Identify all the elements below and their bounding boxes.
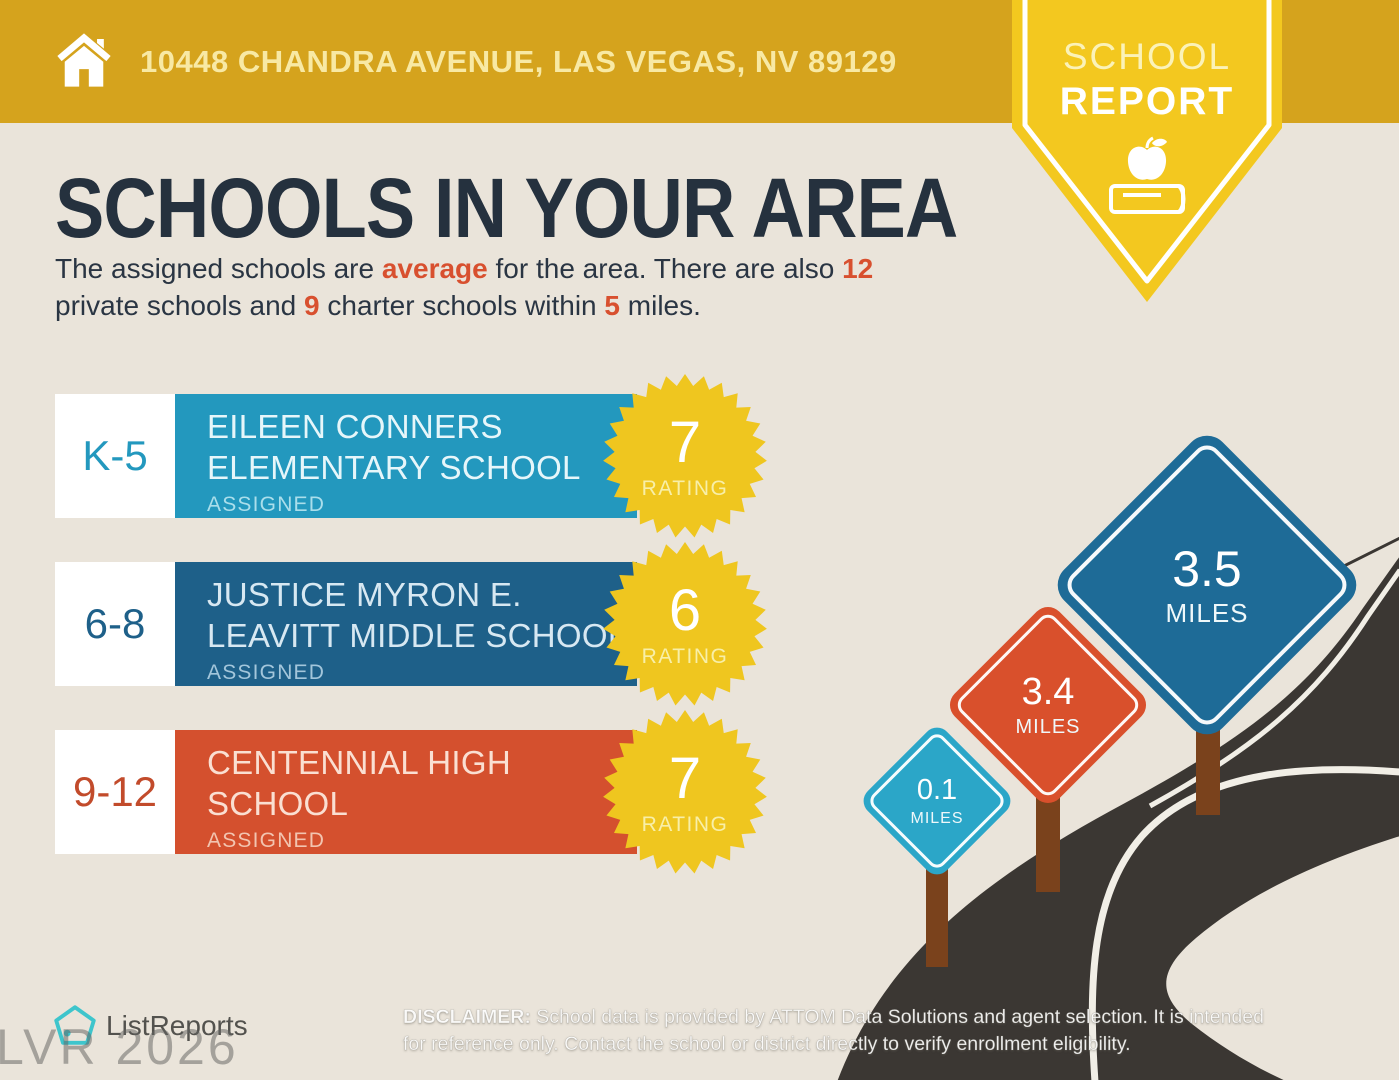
grade-range: 9-12 <box>55 730 175 854</box>
distance-sign-far: 3.5 MILES <box>1048 426 1366 744</box>
intro-text: miles. <box>620 290 701 322</box>
disclaimer-label: DISCLAIMER: <box>403 1006 531 1029</box>
disclaimer-line1: DISCLAIMER: School data is provided by A… <box>403 1006 1264 1029</box>
rating-badge: 7 RATING <box>603 710 767 874</box>
intro-highlight-average: average <box>381 253 488 284</box>
intro-text: charter schools within <box>319 290 605 322</box>
distance-value: 3.4 <box>1021 671 1075 713</box>
school-name-line1: CENTENNIAL HIGH <box>207 744 511 781</box>
school-name-line2: SCHOOL <box>207 784 349 822</box>
distance-value: 3.5 <box>1172 541 1242 597</box>
disclaimer-line2: for reference only. Contact the school o… <box>403 1032 1131 1055</box>
school-name-line1: JUSTICE MYRON E. <box>207 576 522 613</box>
property-address: 10448 CHANDRA AVENUE, LAS VEGAS, NV 8912… <box>140 43 897 79</box>
ribbon-title-line2: REPORT <box>1059 80 1235 123</box>
logo-wordmark: ListReports <box>106 1010 248 1041</box>
rating-badge: 6 RATING <box>603 542 767 706</box>
rating-value: 7 <box>668 409 702 475</box>
assigned-label: ASSIGNED <box>207 661 326 685</box>
intro-highlight-miles: 5 <box>604 290 620 322</box>
distance-value: 0.1 <box>916 773 958 806</box>
rating-value: 6 <box>668 577 702 643</box>
apple-books-icon <box>1109 136 1186 214</box>
assigned-label: ASSIGNED <box>207 829 326 853</box>
school-name-line2: ELEMENTARY SCHOOL <box>207 448 581 486</box>
school-row-high: 9-12 CENTENNIAL HIGH SCHOOL ASSIGNED 7 R… <box>55 710 785 874</box>
grade-range: 6-8 <box>55 562 175 686</box>
intro-text: for the area. There are also <box>487 253 843 284</box>
rating-label: RATING <box>641 476 729 500</box>
intro-highlight-private-count: 12 <box>842 253 874 284</box>
school-row-elementary: K-5 EILEEN CONNERS ELEMENTARY SCHOOL ASS… <box>55 374 785 538</box>
intro-paragraph: The assigned schools are average for the… <box>55 250 1015 324</box>
house-icon <box>57 33 111 87</box>
sign-post <box>926 845 948 967</box>
distance-unit: MILES <box>1015 716 1081 738</box>
rating-value: 7 <box>668 745 702 811</box>
ribbon-content: SCHOOL REPORT <box>1012 0 1282 225</box>
listreports-logo: ListReports <box>53 1004 248 1048</box>
school-name-line2: LEAVITT MIDDLE SCHOOL <box>207 616 627 654</box>
intro-text: private schools and <box>55 290 297 322</box>
disclaimer-text: DISCLAIMER: School data is provided by A… <box>403 1004 1264 1058</box>
page-title: SCHOOLS IN YOUR AREA <box>55 161 958 255</box>
grade-range: K-5 <box>55 394 175 518</box>
rating-badge: 7 RATING <box>603 374 767 538</box>
road-center-line <box>1088 766 1399 1080</box>
road-edge-line <box>1148 568 1399 809</box>
watermark-text: LVR 2026 <box>0 1019 239 1075</box>
rating-label: RATING <box>641 812 729 836</box>
intro-text: The assigned schools are <box>55 253 382 284</box>
ribbon-title-line1: SCHOOL <box>1062 36 1232 77</box>
rating-label: RATING <box>641 644 729 668</box>
school-name-line1: EILEEN CONNERS <box>207 408 503 445</box>
school-row-middle: 6-8 JUSTICE MYRON E. LEAVITT MIDDLE SCHO… <box>55 542 785 706</box>
distance-unit: MILES <box>1165 598 1249 628</box>
listreports-logo-icon <box>54 1005 96 1045</box>
distance-unit: MILES <box>910 809 964 827</box>
road-surface <box>837 557 1399 1080</box>
assigned-label: ASSIGNED <box>207 493 326 517</box>
intro-highlight-charter-count: 9 <box>304 290 320 322</box>
